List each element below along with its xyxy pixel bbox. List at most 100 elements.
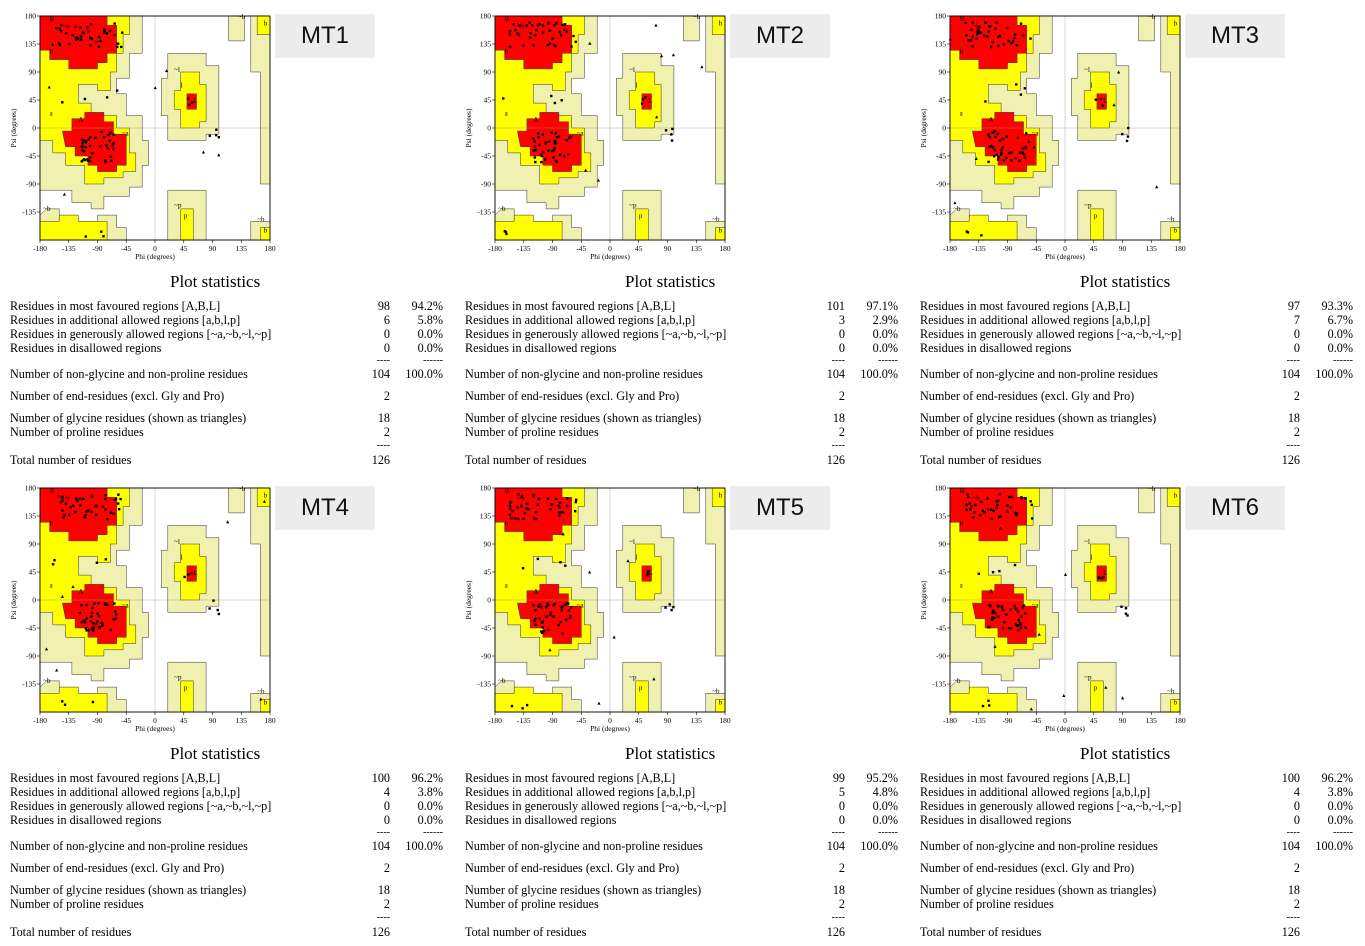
residue-point (1021, 151, 1024, 154)
region-letter: ~b (517, 22, 525, 30)
stats-title: Plot statistics (170, 272, 261, 291)
residue-point (550, 503, 553, 506)
stat-label: Number of non-glycine and non-proline re… (10, 839, 248, 853)
y-tick-label: 45 (29, 568, 37, 577)
region-letter: ~b (693, 13, 701, 21)
residue-point (1008, 151, 1011, 155)
stat-percent: 0.0% (872, 327, 898, 341)
residue-point (520, 495, 523, 498)
stat-count: 18 (1287, 411, 1300, 425)
residue-point (565, 30, 568, 33)
y-tick-label: -90 (26, 652, 36, 661)
residue-point (99, 145, 102, 148)
stat-label: Residues in most favoured regions [A,B,L… (920, 299, 1131, 313)
region-letter: b (264, 699, 268, 707)
residue-point (532, 493, 535, 497)
separator-dash: ------ (878, 355, 898, 366)
stat-count: 7 (1293, 313, 1300, 327)
residue-point (546, 43, 550, 47)
residue-point (97, 35, 101, 39)
residue-point (670, 608, 673, 612)
stat-label: Number of end-residues (excl. Gly and Pr… (920, 861, 1135, 875)
residue-point (1025, 132, 1028, 135)
residue-point (1024, 497, 1027, 500)
stat-label: Total number of residues (465, 925, 587, 939)
residue-point (540, 154, 544, 158)
residue-point (990, 618, 994, 621)
residue-point (51, 563, 55, 566)
residue-point (539, 153, 543, 156)
residue-point (546, 497, 550, 500)
residue-point (78, 611, 82, 615)
residue-point (82, 619, 86, 622)
stat-percent: 97.1% (866, 299, 898, 313)
residue-point (104, 494, 107, 497)
residue-point (1010, 627, 1013, 630)
separator-dash: ---- (1286, 440, 1300, 451)
stat-label: Number of glycine residues (shown as tri… (920, 883, 1157, 897)
x-tick-label: 0 (1063, 716, 1067, 725)
residue-point (1015, 83, 1018, 86)
stat-count: 101 (826, 299, 845, 313)
y-axis-label: Psi (degrees) (464, 580, 473, 619)
x-tick-label: 0 (153, 716, 157, 725)
model-label: MT1 (275, 14, 375, 58)
stat-percent: 100.0% (1315, 839, 1353, 853)
residue-point (188, 103, 191, 106)
residue-point (986, 497, 989, 500)
x-tick-label: 45 (180, 716, 188, 725)
residue-point (82, 150, 86, 153)
separator-dash: ---- (831, 355, 845, 366)
residue-point (986, 508, 990, 511)
residue-point (996, 132, 999, 136)
residue-point (664, 129, 668, 132)
residue-point (536, 24, 539, 27)
residue-point (97, 601, 100, 605)
residue-point (1126, 135, 1130, 138)
residue-point (567, 152, 570, 156)
y-tick-label: 0 (942, 124, 946, 133)
residue-point (647, 570, 650, 573)
stat-label: Residues in most favoured regions [A,B,L… (465, 299, 676, 313)
separator-dash: ---- (1286, 355, 1300, 366)
stat-count: 126 (1281, 453, 1300, 467)
residue-point (62, 516, 65, 519)
residue-point (84, 627, 88, 630)
y-tick-label: 135 (935, 40, 947, 49)
residue-point (1010, 41, 1013, 45)
residue-point (117, 493, 120, 496)
residue-point (97, 45, 101, 49)
residue-point (558, 30, 561, 34)
residue-point (114, 617, 117, 620)
residue-point (104, 160, 107, 163)
stat-label: Residues in disallowed regions (10, 341, 162, 355)
ramachandran-plot: Bb a A ~a ~b ~b ~ll L ~pp ~b b ~b b -180 -135 -90 -45 0 45… (9, 484, 276, 734)
region-letter: ~l (629, 66, 635, 74)
y-tick-label: 180 (935, 484, 947, 493)
residue-point (217, 136, 221, 139)
region-letter: ~p (629, 674, 637, 682)
residue-point (997, 35, 1000, 39)
residue-point (510, 704, 514, 708)
separator-dash: ------ (1333, 827, 1353, 838)
residue-point (104, 508, 107, 511)
residue-point (538, 617, 541, 620)
residue-point (1022, 153, 1026, 156)
residue-point (552, 615, 555, 618)
x-tick-label: -45 (576, 244, 586, 253)
x-tick-label: 180 (1174, 716, 1186, 725)
residue-point (562, 28, 566, 32)
region-letter: ~b (238, 13, 246, 21)
region-letter: ~b (953, 677, 961, 685)
residue-point (670, 133, 673, 136)
most-region (949, 15, 1027, 70)
stat-percent: 95.2% (866, 771, 898, 785)
stat-count: 2 (383, 861, 390, 875)
x-tick-label: 135 (691, 716, 703, 725)
residue-point (992, 610, 996, 613)
residue-point (998, 569, 1001, 573)
stat-percent: 100.0% (405, 367, 443, 381)
residue-point (214, 133, 218, 137)
region-letter: p (639, 212, 643, 220)
